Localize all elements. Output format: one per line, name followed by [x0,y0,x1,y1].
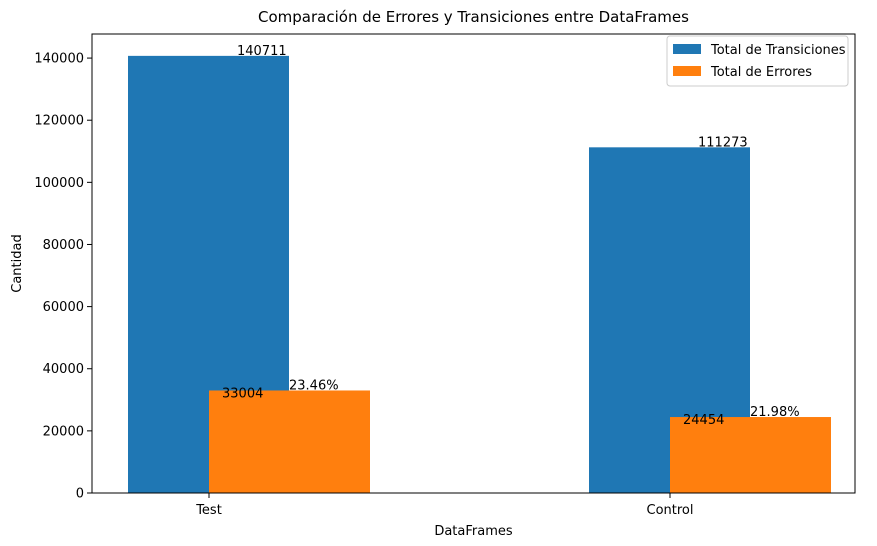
legend-label-1: Total de Errores [710,65,812,80]
y-tick-label: 40000 [43,362,84,377]
axes-group: 0 20000 40000 60000 80000 100000 120000 140000 T… [34,33,856,518]
legend-box [666,35,849,87]
y-tick-label: 20000 [43,424,84,439]
y-tick-label: 0 [76,487,84,502]
x-tick-label: Test [195,503,222,518]
legend-label-0: Total de Transiciones [710,43,846,58]
y-tick-label: 80000 [43,238,84,253]
chart-title: Comparación de Errores y Transiciones en… [258,8,689,26]
y-tick-label: 100000 [34,176,84,191]
percent-label-test: 23.46% [289,378,339,393]
value-label-transiciones-test: 140711 [237,44,287,59]
plot-frame [91,33,856,494]
y-tick-label: 120000 [34,114,84,129]
data-labels-group: 140711 33004 23.46% 111273 24454 21.98% [222,44,800,428]
bar-total-de-errores-control [670,417,831,493]
legend-swatch-1 [673,66,701,76]
x-tick-label: Control [647,503,694,518]
bars-group [128,55,831,494]
legend: Total de Transiciones Total de Errores [666,35,849,87]
value-label-errores-control: 24454 [683,413,724,428]
y-tick-label: 140000 [34,52,84,67]
value-label-errores-test: 33004 [222,386,263,401]
y-tick-label: 60000 [43,300,84,315]
value-label-transiciones-control: 111273 [698,135,748,150]
x-axis-label: DataFrames [434,524,513,539]
y-axis-label: Cantidad [10,234,25,292]
percent-label-control: 21.98% [750,405,800,420]
legend-swatch-0 [673,44,701,54]
bar-total-de-errores-test [209,390,370,493]
